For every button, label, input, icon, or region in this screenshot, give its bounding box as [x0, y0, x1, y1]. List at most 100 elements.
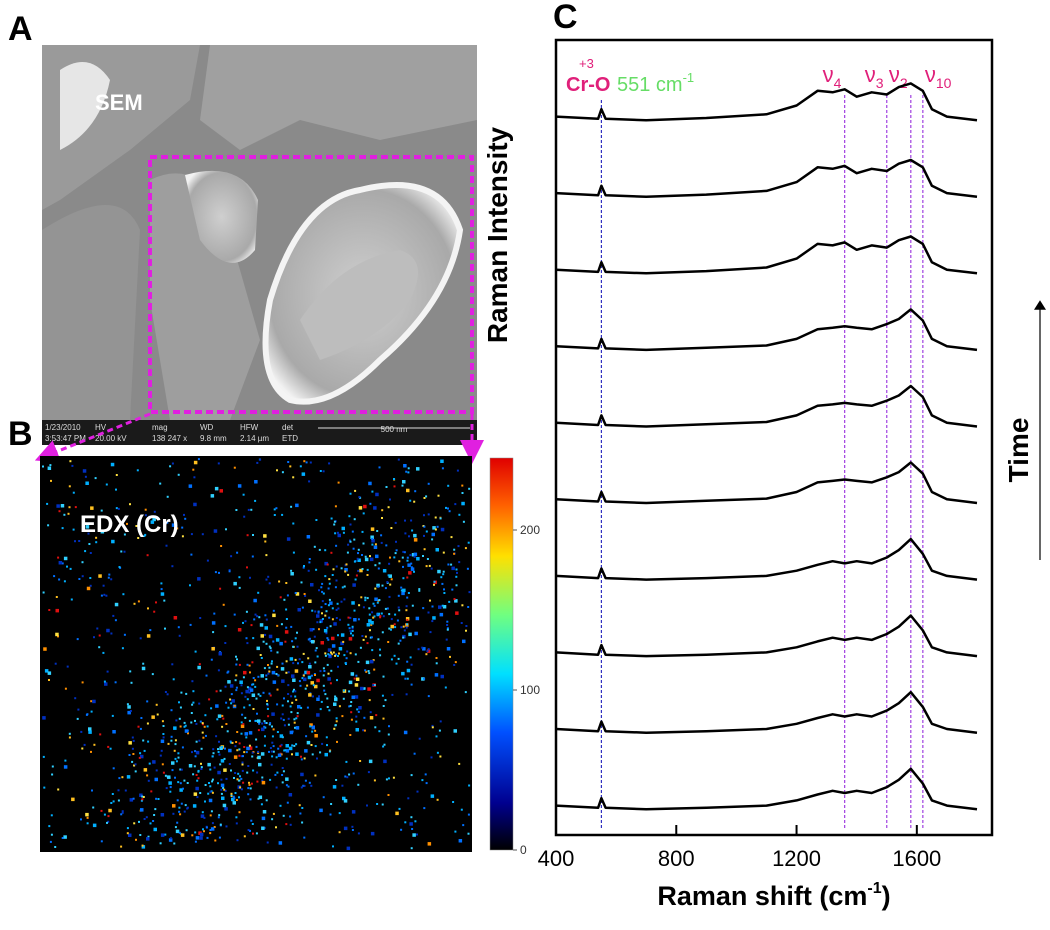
edx-dot — [366, 568, 369, 571]
edx-dot — [363, 716, 366, 719]
edx-dot — [416, 790, 419, 793]
edx-dot — [410, 562, 413, 565]
edx-dot — [380, 541, 383, 544]
edx-dot — [170, 735, 173, 738]
edx-dot — [276, 469, 278, 472]
edx-dot — [447, 507, 449, 510]
edx-dot — [390, 628, 392, 631]
edx-dot — [454, 503, 457, 506]
info-text: 2.14 µm — [240, 434, 269, 443]
edx-dot — [199, 836, 203, 840]
edx-dot — [204, 714, 207, 717]
edx-dot — [368, 613, 371, 616]
edx-dot — [352, 772, 355, 775]
edx-dot — [191, 834, 194, 837]
edx-dot — [467, 813, 470, 816]
edx-dot — [454, 830, 457, 833]
edx-dot — [329, 813, 332, 816]
spectrum-line — [555, 690, 978, 734]
edx-dot — [279, 734, 284, 738]
edx-dot — [453, 598, 456, 601]
edx-dot — [351, 810, 356, 814]
edx-dot — [468, 591, 471, 594]
edx-dot — [331, 644, 336, 648]
edx-dot — [176, 821, 179, 824]
edx-dot — [238, 796, 240, 799]
edx-dot — [271, 670, 276, 675]
edx-dot — [328, 582, 331, 585]
edx-dot — [223, 788, 226, 791]
edx-dot — [285, 582, 288, 584]
edx-dot — [289, 823, 292, 826]
edx-dot — [432, 616, 436, 620]
edx-dot — [89, 584, 92, 587]
edx-dot — [90, 710, 93, 713]
edx-dot — [249, 688, 254, 692]
edx-dot — [281, 781, 284, 784]
edx-dot — [212, 631, 215, 634]
edx-dot — [405, 626, 408, 629]
edx-dot — [137, 725, 140, 728]
edx-dot — [445, 506, 447, 509]
edx-dot — [408, 632, 412, 637]
edx-dot — [271, 741, 274, 744]
edx-dot — [223, 757, 226, 760]
edx-dot — [347, 543, 350, 546]
edx-dot — [431, 620, 434, 623]
edx-dot — [394, 613, 397, 616]
edx-dot — [403, 464, 407, 468]
edx-dot — [259, 623, 264, 627]
edx-dot — [250, 508, 253, 511]
edx-dot — [319, 619, 323, 623]
edx-dot — [458, 561, 461, 564]
edx-dot — [370, 831, 375, 836]
edx-dot — [355, 574, 358, 577]
edx-dot — [423, 497, 426, 499]
edx-dot — [230, 741, 233, 744]
edx-dot — [439, 755, 442, 758]
edx-dot — [228, 748, 232, 753]
edx-dot — [159, 482, 162, 485]
edx-dot — [315, 647, 318, 650]
edx-dot — [308, 558, 311, 560]
edx-dot — [341, 784, 344, 787]
edx-dot — [236, 778, 239, 781]
edx-dot — [63, 835, 67, 839]
info-text: HFW — [240, 423, 259, 432]
edx-dot — [286, 537, 291, 541]
edx-dot — [269, 722, 272, 725]
edx-dot — [180, 691, 183, 694]
edx-dot — [411, 604, 414, 607]
edx-dot — [178, 831, 181, 834]
edx-dot — [358, 706, 362, 710]
edx-dot — [257, 675, 260, 678]
edx-dot — [303, 784, 306, 787]
colorbar-tick-label: 100 — [520, 683, 540, 697]
edx-dot — [204, 784, 207, 786]
edx-dot — [188, 484, 193, 488]
edx-dot — [431, 605, 434, 608]
edx-dot — [387, 574, 390, 577]
edx-dot — [210, 810, 213, 813]
edx-dot — [54, 662, 57, 665]
edx-dot — [340, 633, 345, 637]
edx-dot — [72, 528, 75, 531]
edx-dot — [203, 725, 206, 728]
edx-dot — [192, 701, 195, 704]
edx-dot — [355, 674, 358, 677]
edx-dot — [423, 525, 426, 528]
edx-dot — [408, 571, 412, 575]
edx-dot — [309, 725, 312, 728]
edx-dot — [48, 825, 51, 828]
edx-dot — [391, 693, 394, 696]
edx-dot — [375, 492, 379, 497]
edx-dot — [351, 825, 354, 828]
edx-dot — [427, 648, 430, 651]
edx-dot — [208, 782, 210, 784]
edx-dot — [89, 577, 92, 579]
edx-dot — [251, 555, 254, 558]
edx-dot — [48, 609, 51, 611]
edx-dot — [340, 567, 343, 570]
edx-dot — [181, 746, 184, 749]
edx-dot — [178, 701, 180, 704]
